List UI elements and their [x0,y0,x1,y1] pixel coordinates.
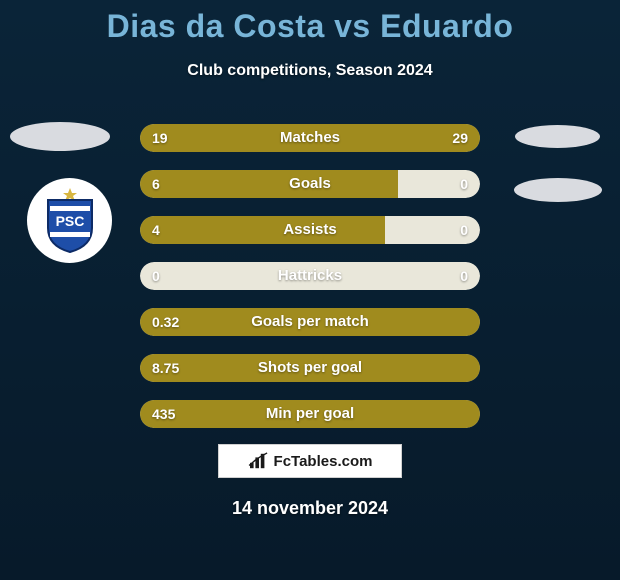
stat-left-fill [140,124,275,152]
club-crest-icon: PSC [40,188,100,254]
stat-row: Assists40 [140,216,480,244]
stat-left-fill [140,216,385,244]
stat-row: Matches1929 [140,124,480,152]
comparison-canvas: Dias da Costa vs Eduardo Club competitio… [0,0,620,580]
stat-left-fill [140,170,398,198]
stat-left-fill [140,354,480,382]
page-title: Dias da Costa vs Eduardo [0,8,620,45]
fctables-logo: FcTables.com [218,444,402,478]
player-left-avatar [10,122,110,151]
stat-right-fill [275,124,480,152]
stat-row: Goals60 [140,170,480,198]
stat-left-fill [140,400,480,428]
stat-row: Goals per match0.32 [140,308,480,336]
stat-row: Min per goal435 [140,400,480,428]
stat-track [140,262,480,290]
player-right-avatar [515,125,600,148]
stat-row: Hattricks00 [140,262,480,290]
stat-row: Shots per goal8.75 [140,354,480,382]
player-right-avatar-2 [514,178,602,202]
stat-left-fill [140,308,480,336]
svg-text:PSC: PSC [55,213,84,229]
bar-chart-icon [248,452,270,470]
logo-text: FcTables.com [274,453,373,470]
page-subtitle: Club competitions, Season 2024 [0,62,620,80]
stats-container: Matches1929 Goals60 Assists40 Hattricks00 Go… [140,124,480,446]
date-label: 14 november 2024 [0,498,620,519]
club-badge-left: PSC [27,178,112,263]
